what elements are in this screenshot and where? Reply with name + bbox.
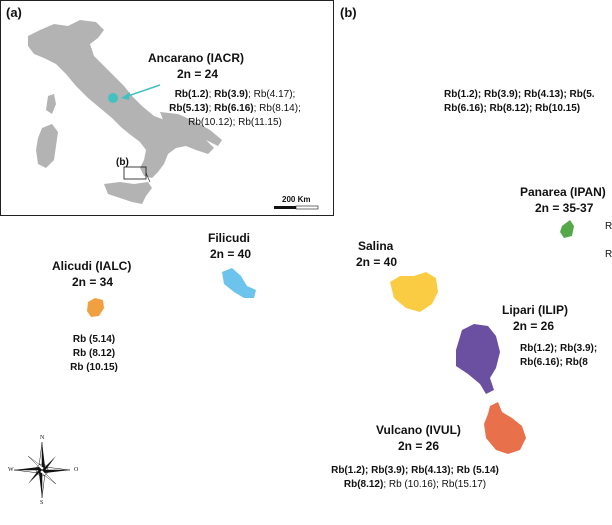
inset-b-label: (b) <box>116 157 129 168</box>
scale-bar-black <box>274 206 296 209</box>
rb-line: Rb(6.16); Rb(8.12); Rb(10.15) <box>444 102 595 116</box>
rb-segment: Rb(5.13) <box>169 103 209 114</box>
rb-line: Rb (5.14) <box>62 333 126 347</box>
rb-segment: Rb(6.16) <box>214 103 254 114</box>
panarea-side-r1: R <box>605 221 612 232</box>
vulcano-rb: Rb(1.2); Rb(3.9); Rb(4.13); Rb (5.14) Rb(… <box>310 464 520 492</box>
salina-chrom: 2n = 40 <box>356 255 398 269</box>
inset-frame-bottom <box>0 215 334 216</box>
rb-segment: Rb (8.12) <box>72 348 116 359</box>
inset-b-connector <box>145 172 151 183</box>
vulcano-chrom: 2n = 26 <box>398 439 440 453</box>
rb-segment: Rb(6.16); Rb(8.12); Rb(10.15) <box>444 103 581 114</box>
compass-n: N <box>40 435 45 441</box>
corsica <box>46 94 56 114</box>
inset-frame-top <box>0 0 334 1</box>
rb-segment: Rb(1.2); Rb(3.9); <box>520 343 598 354</box>
alicudi-island <box>87 298 104 317</box>
compass-s: S <box>40 500 44 506</box>
lipari-name: Lipari (ILIP) <box>502 303 568 317</box>
rb-segment: Rb(1.2); Rb(3.9); Rb(4.13); Rb (5.14) <box>331 465 499 476</box>
rb-segment: Rb(1.2); Rb(3.9); Rb(4.13); Rb(5. <box>444 89 595 100</box>
italy-puglia <box>160 112 222 146</box>
ancarano-name: Ancarano (IACR) <box>148 51 245 65</box>
rb-segment: Rb(6.16); Rb(8 <box>520 357 588 368</box>
alicudi-name: Alicudi (IALC) <box>52 259 132 273</box>
rb-segment: ; Rb (10.16); Rb(15.17) <box>383 479 487 490</box>
panel-label-b: (b) <box>340 5 357 20</box>
inset-frame-right <box>333 0 334 216</box>
rb-segment: Rb (10.15) <box>70 362 118 373</box>
sardinia <box>36 124 58 168</box>
sicily <box>104 182 152 204</box>
rb-line: Rb(5.13); Rb(6.16); Rb(8.14); <box>160 102 310 116</box>
rb-segment: Rb (5.14) <box>72 334 116 345</box>
compass-rose <box>13 441 71 499</box>
scale-bar-label: 200 Km <box>282 195 311 204</box>
salina-name: Salina <box>358 239 394 253</box>
rb-line: Rb(1.2); Rb(3.9); Rb(4.17); <box>160 88 310 102</box>
rb-segment: ; Rb(4.17); <box>248 89 296 100</box>
rb-line: Rb(10.12); Rb(11.15) <box>160 116 310 130</box>
rb-segment: Rb(10.12); Rb(11.15) <box>188 117 282 128</box>
ancarano-marker <box>108 93 118 103</box>
panarea-island <box>560 220 574 238</box>
panarea-chrom: 2n = 35-37 <box>535 201 594 215</box>
ancarano-rb: Rb(1.2); Rb(3.9); Rb(4.17); Rb(5.13); Rb(… <box>160 88 310 130</box>
rb-segment: Rb(8.12) <box>343 479 384 490</box>
panarea-name: Panarea (IPAN) <box>520 185 606 199</box>
ancarano-arrow-line <box>124 84 161 98</box>
lipari-chrom: 2n = 26 <box>513 319 555 333</box>
italy-mainland <box>28 20 214 178</box>
salina-island <box>390 272 438 312</box>
lipari-island <box>456 324 500 394</box>
rb-segment: ; <box>208 89 215 100</box>
alicudi-chrom: 2n = 34 <box>72 275 114 289</box>
filicudi-name: Filicudi <box>208 231 250 245</box>
rb-segment: Rb(1.2) <box>174 89 209 100</box>
rb-line: Rb(8.12); Rb (10.16); Rb(15.17) <box>310 478 520 492</box>
ancarano-chrom: 2n = 24 <box>177 67 219 81</box>
rb-line: Rb(1.2); Rb(3.9); Rb(4.13); Rb(5. <box>444 88 595 102</box>
scale-bar-white <box>295 205 319 210</box>
rb-line: Rb (10.15) <box>62 361 126 375</box>
vulcano-island <box>484 402 526 454</box>
inset-frame-left <box>0 0 1 216</box>
panarea-side-r2: R <box>605 249 612 260</box>
filicudi-island <box>222 268 256 298</box>
rb-segment: ; Rb(8.14); <box>253 103 301 114</box>
rb-segment: ; <box>208 103 215 114</box>
rb-line: Rb(1.2); Rb(3.9); <box>520 342 597 356</box>
vulcano-name: Vulcano (IVUL) <box>376 423 461 437</box>
compass-e: O <box>74 467 79 473</box>
filicudi-chrom: 2n = 40 <box>210 247 252 261</box>
rb-line: Rb(6.16); Rb(8 <box>520 356 597 370</box>
rb-segment: Rb(3.9) <box>214 89 249 100</box>
rb-line: Rb (8.12) <box>62 347 126 361</box>
panel-label-a: (a) <box>6 5 22 20</box>
compass-w: W <box>8 467 14 473</box>
ancarano-arrow-head <box>121 92 130 100</box>
panarea-rb: Rb(1.2); Rb(3.9); Rb(4.13); Rb(5. Rb(6.16… <box>444 88 595 116</box>
alicudi-rb: Rb (5.14) Rb (8.12) Rb (10.15) <box>62 333 126 375</box>
lipari-rb: Rb(1.2); Rb(3.9); Rb(6.16); Rb(8 <box>520 342 597 370</box>
rb-line: Rb(1.2); Rb(3.9); Rb(4.13); Rb (5.14) <box>310 464 520 478</box>
